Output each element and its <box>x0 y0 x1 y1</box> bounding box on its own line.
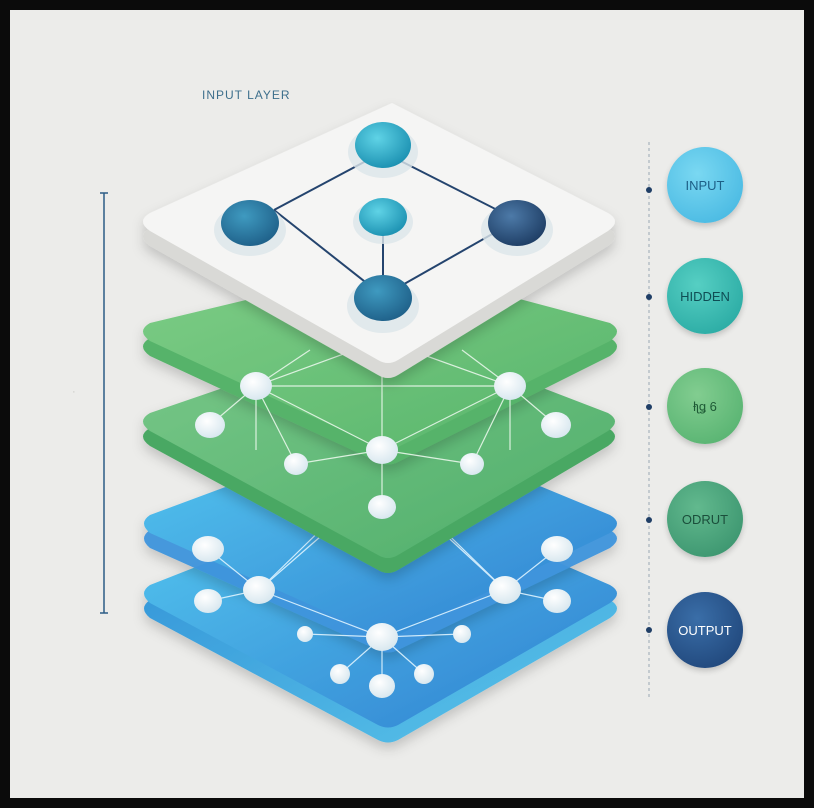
legend-hidden-badge: HIDDEN <box>667 258 743 334</box>
right-guide <box>646 142 652 700</box>
legend-hidden-2-label: ƚʅǥ 6 <box>693 398 717 414</box>
legend-input-badge: INPUT <box>667 147 743 223</box>
legend-output-mid-badge: ODRUT <box>667 481 743 557</box>
input-nodes <box>214 122 553 333</box>
output-nodes <box>192 536 573 698</box>
legend-output-mid-label: ODRUT <box>681 511 729 527</box>
left-bracket <box>100 192 108 614</box>
legend-output-label: OUTPUT <box>678 622 732 638</box>
diagram-frame: INPUT LAYER · INPUT HIDDEN ƚʅǥ 6 ODRUT O… <box>10 10 804 798</box>
legend-hidden-2-badge: ƚʅǥ 6 <box>667 368 743 444</box>
input-layer-label: INPUT LAYER <box>202 88 291 102</box>
layer-stack-diagram <box>100 103 652 743</box>
hidden-nodes <box>195 372 571 519</box>
legend-hidden-label: HIDDEN <box>680 288 730 304</box>
legend-output-badge: OUTPUT <box>667 592 743 668</box>
side-mark: · <box>72 386 76 398</box>
legend-input-label: INPUT <box>685 177 725 193</box>
